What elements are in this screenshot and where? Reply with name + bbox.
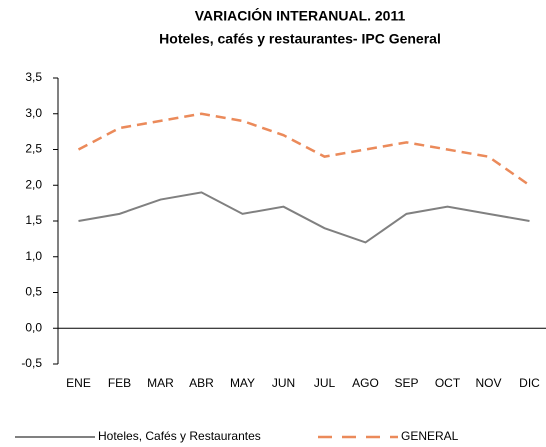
y-tick-label: 1,5 [25, 213, 42, 227]
legend-label: GENERAL [401, 429, 459, 443]
x-tick-label: AGO [352, 376, 379, 390]
x-tick-label: MAY [230, 376, 255, 390]
chart-title: VARIACIÓN INTERANUAL. 2011 [195, 7, 406, 24]
y-tick-label: 0,0 [25, 320, 42, 334]
x-tick-label: JUL [314, 376, 336, 390]
x-tick-label: SEP [394, 376, 418, 390]
y-tick-label: 1,0 [25, 249, 42, 263]
x-tick-label: FEB [108, 376, 131, 390]
x-tick-label: MAR [147, 376, 174, 390]
line-series [77, 112, 531, 187]
x-tick-label: ENE [66, 376, 91, 390]
x-tick-label: OCT [435, 376, 461, 390]
y-tick-label: 3,5 [25, 70, 42, 84]
y-tick-label: 2,0 [25, 177, 42, 191]
y-tick-label: 3,0 [25, 106, 42, 120]
x-tick-label: NOV [475, 376, 501, 390]
x-tick-label: DIC [519, 376, 540, 390]
x-tick-label: JUN [272, 376, 295, 390]
y-tick-label: -0,5 [21, 356, 42, 370]
x-tick-label: ABR [189, 376, 214, 390]
chart-subtitle: Hoteles, cafés y restaurantes- IPC Gener… [159, 31, 441, 47]
y-tick-label: 2,5 [25, 142, 42, 156]
legend-label: Hoteles, Cafés y Restaurantes [98, 429, 261, 443]
line-series [78, 191, 530, 244]
y-tick-label: 0,5 [25, 285, 42, 299]
